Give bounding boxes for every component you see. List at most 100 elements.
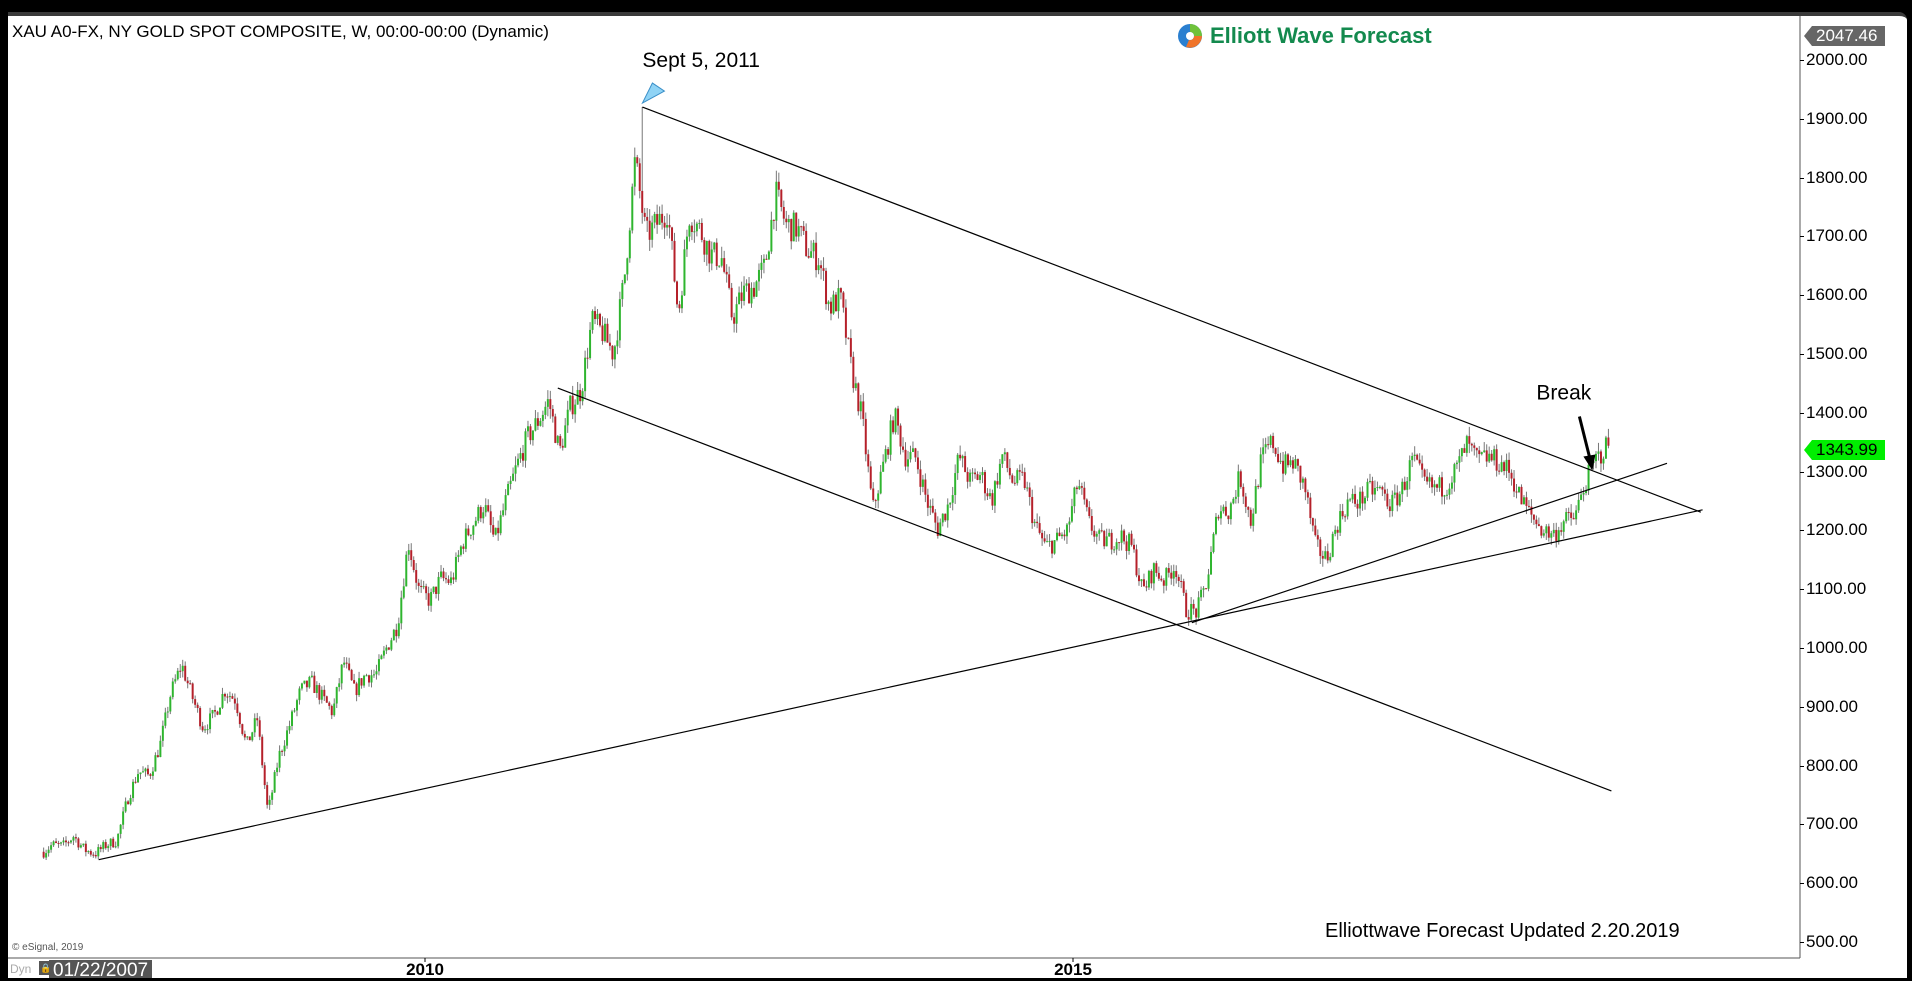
candle-up [1443,495,1446,497]
candle-up [750,287,753,304]
candle-up [303,680,306,684]
candle-down [986,493,989,497]
candle-down [442,571,445,579]
candle-up [300,683,303,689]
candle-down [1607,437,1610,446]
candle-up [1391,494,1394,512]
candle-down [1157,572,1160,579]
candle-up [1046,541,1049,543]
candle-up [921,479,924,487]
annotation-label: Sept 5, 2011 [642,49,760,72]
candle-up [1339,511,1342,533]
y-tick-label: 1700.00 [1800,226,1867,246]
candle-up [1522,497,1525,505]
candle-down [668,225,671,228]
candle-down [1133,544,1136,550]
candle-up [859,401,862,412]
candle-down [675,281,678,305]
candle-down [902,446,905,450]
chart-window: Sept 5, 2011 Break XAU A0-FX, NY GOLD SPO… [8,12,1907,978]
candle-up [949,502,952,505]
candle-up [228,696,231,698]
candle-up [494,527,497,535]
candle-up [1582,493,1585,495]
candle-up [762,258,765,263]
candle-down [800,226,803,228]
candle-down [1028,487,1031,497]
y-tick-label: 1400.00 [1800,403,1867,423]
candle-down [89,851,92,855]
candle-down [410,550,413,561]
candle-up [141,771,144,773]
candle-down [844,307,847,338]
candle-up [1602,458,1605,464]
candle-up [392,629,395,641]
candle-up [1351,493,1354,500]
candle-up [161,725,164,741]
trendline [1191,462,1668,624]
candle-down [1075,487,1078,490]
candle-up [385,647,388,651]
price-chart[interactable]: Sept 5, 2011 Break [8,16,1907,978]
candle-up [459,546,462,555]
candle-up [1140,579,1143,582]
candle-down [551,408,554,417]
y-tick-label: 1300.00 [1800,462,1867,482]
candle-down [805,230,808,256]
candle-down [725,271,728,275]
candle-up [430,592,433,606]
candle-down [318,685,321,700]
candle-down [931,505,934,513]
candle-up [564,425,567,448]
candle-down [1319,539,1322,556]
candle-down [1162,580,1165,586]
candle-up [380,655,383,660]
candle-down [258,720,261,737]
candle-down [974,472,977,475]
candle-up [884,449,887,462]
candle-up [1070,506,1073,522]
candle-down [944,513,947,521]
candle-down [1478,450,1481,455]
candle-up [1460,448,1463,457]
candle-down [127,801,130,805]
candle-up [405,554,408,587]
candle-up [206,729,209,731]
candle-up [1465,436,1468,453]
candle-down [313,675,316,693]
candle-up [340,664,343,684]
candle-down [777,181,780,190]
candle-up [129,798,132,805]
candle-up [929,505,932,508]
candle-up [531,430,534,441]
candle-up [951,495,954,503]
candle-up [946,504,949,521]
candle-up [407,550,410,555]
candle-down [1560,530,1563,532]
candle-down [328,702,331,706]
candle-up [1200,589,1203,598]
candle-down [348,663,351,670]
candle-down [1008,467,1011,476]
candle-down [1418,459,1421,464]
candle-down [368,675,371,683]
candle-up [623,274,626,284]
candle-down [417,582,420,586]
candle-up [144,768,147,772]
candle-down [236,703,239,714]
candle-down [1080,486,1083,488]
candle-down [1508,459,1511,473]
candle-up [810,251,813,258]
candle-down [1535,519,1538,525]
candle-up [1331,533,1334,557]
candle-down [825,270,828,305]
candle-down [857,383,860,412]
candle-down [807,255,810,258]
candle-down [1416,454,1419,460]
candle-up [1604,437,1607,459]
candle-up [1552,529,1555,534]
candle-up [1120,530,1123,543]
dyn-label[interactable]: Dyn [10,962,32,976]
candle-down [1572,517,1575,520]
candle-down [216,711,219,715]
